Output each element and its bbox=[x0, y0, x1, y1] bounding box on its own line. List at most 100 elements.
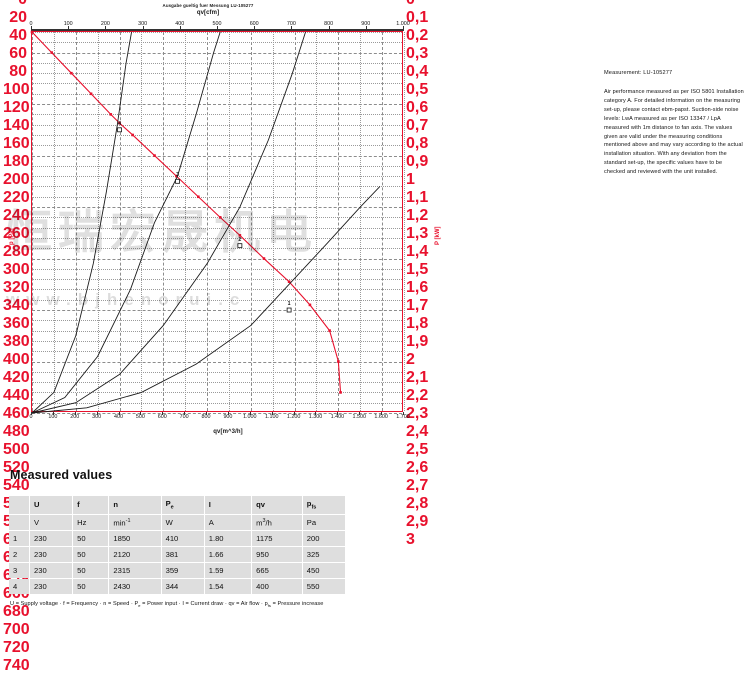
table-cell-f: 50 bbox=[73, 563, 109, 579]
grid-line-horizontal bbox=[32, 124, 402, 126]
grid-line-vertical bbox=[97, 32, 99, 411]
table-cell-f: 50 bbox=[73, 547, 109, 563]
grid-line-vertical bbox=[228, 32, 230, 411]
table-cell-U: 230 bbox=[30, 579, 73, 595]
y-axis-left-tick-label: 320 bbox=[3, 279, 30, 296]
chart-data-marker bbox=[50, 51, 53, 54]
table-cell-I: 1.59 bbox=[204, 563, 252, 579]
table-header-cell: I bbox=[204, 496, 252, 514]
y-axis-right-tick-label: 1,4 bbox=[406, 243, 429, 260]
y-axis-left-tick-label: 160 bbox=[3, 135, 30, 152]
operating-point-label: 4 bbox=[118, 120, 121, 127]
chart-data-marker bbox=[337, 360, 340, 363]
x-axis-top-tick-label: 900 bbox=[361, 21, 371, 27]
chart-series-line bbox=[31, 31, 342, 393]
x-axis-top-tick-label: 300 bbox=[138, 21, 148, 27]
grid-line-horizontal bbox=[32, 155, 402, 157]
x-axis-tickmark bbox=[249, 412, 251, 415]
table-cell-U: 230 bbox=[30, 563, 73, 579]
y-axis-left-tick-label: 60 bbox=[9, 45, 27, 62]
table-cell-n: 1850 bbox=[109, 531, 161, 547]
operating-point-marker bbox=[117, 127, 122, 133]
table-header-cell: U bbox=[30, 496, 73, 514]
operating-point-marker bbox=[175, 178, 180, 184]
table-unit-cell: W bbox=[161, 514, 204, 531]
y-axis-left-tick-label: 120 bbox=[3, 99, 30, 116]
table-cell-pfs: 450 bbox=[302, 563, 345, 579]
table-unit-cell: Pa bbox=[302, 514, 345, 531]
y-axis-left-tick-label: 340 bbox=[3, 297, 30, 314]
x-axis-top-tickmark bbox=[217, 26, 218, 30]
grid-line-vertical bbox=[119, 32, 121, 411]
x-axis-bottom-tick-label: 0 bbox=[29, 414, 33, 420]
x-axis-top-tick-label: 400 bbox=[175, 21, 185, 27]
table-cell-U: 230 bbox=[30, 531, 73, 547]
chart-data-marker bbox=[218, 216, 222, 219]
chart-series-line bbox=[31, 31, 306, 414]
chart-series-line bbox=[31, 31, 221, 414]
table-unit-cell: Hz bbox=[73, 514, 109, 531]
chart-data-marker bbox=[118, 121, 121, 125]
y-axis-left-tick-label: 260 bbox=[3, 225, 30, 242]
y-axis-right-tick-label: 2 bbox=[406, 351, 415, 368]
table-cell-I: 1.66 bbox=[204, 547, 252, 563]
x-axis-top-tick-label: 0 bbox=[29, 21, 33, 27]
grid-line-horizontal bbox=[32, 371, 402, 373]
table-cell-pfs: 550 bbox=[302, 579, 345, 595]
operating-point-marker bbox=[286, 307, 292, 313]
grid-line-vertical bbox=[163, 32, 165, 411]
x-axis-tickmark bbox=[184, 412, 186, 415]
grid-line-horizontal bbox=[32, 114, 402, 116]
x-axis-tickmark bbox=[52, 412, 54, 415]
grid-line-vertical bbox=[141, 32, 143, 411]
table-cell-Pe: 359 bbox=[161, 563, 204, 579]
table-header-cell: f bbox=[73, 496, 109, 514]
y-axis-right-tick-label: 0,4 bbox=[406, 63, 429, 80]
x-axis-top-tickmark bbox=[31, 26, 32, 30]
grid-line-horizontal bbox=[32, 392, 402, 394]
y-axis-left-tick-label: 280 bbox=[3, 243, 30, 260]
grid-line-vertical bbox=[294, 32, 296, 411]
table-header-cell bbox=[9, 496, 29, 514]
measurement-note-panel: Measurement: LU-105277 Air performance m… bbox=[604, 70, 744, 177]
y-axis-right-tick-label: 0 bbox=[406, 0, 430, 9]
x-axis-bottom-tick-label: 1.300 bbox=[308, 414, 323, 420]
x-axis-bottom-tick-label: 1.400 bbox=[330, 414, 345, 420]
y-axis-right-tick-label: 2,7 bbox=[406, 477, 429, 494]
x-axis-top-tickmark bbox=[179, 26, 181, 30]
table-row: 4 230 50 2430 344 1.54 400 550 bbox=[9, 579, 345, 595]
table-unit-cell: min-1 bbox=[109, 514, 161, 531]
table-row: 2 230 50 2120 381 1.66 950 325 bbox=[9, 547, 345, 563]
y-axis-left-tick-label: 500 bbox=[3, 441, 30, 458]
chart-data-marker bbox=[238, 234, 242, 237]
operating-point-label: 2 bbox=[238, 236, 242, 243]
y-axis-right-tick-label: 0,9 bbox=[406, 153, 429, 170]
x-axis-tickmark bbox=[337, 412, 339, 415]
y-axis-right-tick-label: 2,2 bbox=[406, 387, 429, 404]
table-cell-U: 230 bbox=[30, 547, 73, 563]
y-axis-right-tick-label: 1,6 bbox=[406, 279, 429, 296]
table-cell-idx: 1 bbox=[9, 531, 29, 547]
table-cell-n: 2315 bbox=[109, 563, 161, 579]
fan-performance-chart: Ausgabe gueltig fuer Messung LU-105277 q… bbox=[0, 0, 460, 674]
grid-line-vertical bbox=[75, 32, 77, 411]
y-axis-right-tick-label: 3 bbox=[406, 531, 415, 548]
grid-line-horizontal bbox=[32, 320, 402, 322]
grid-line-horizontal bbox=[32, 217, 402, 219]
x-axis-top-tickmark bbox=[365, 26, 367, 30]
x-axis-top-tick-label: 1.000 bbox=[396, 21, 410, 27]
table-unit-cell: m3/h bbox=[252, 514, 302, 531]
chart-data-marker bbox=[30, 30, 34, 34]
y-axis-right-tick-label: 1,3 bbox=[406, 225, 429, 242]
chart-data-marker bbox=[339, 391, 342, 394]
chart-series-line bbox=[31, 186, 381, 414]
chart-data-marker bbox=[262, 257, 266, 260]
chart-top-axis-label: qv[cfm] bbox=[196, 10, 220, 16]
x-axis-top-tick-label: 700 bbox=[286, 21, 296, 27]
y-axis-left-tick-label: 20 bbox=[9, 9, 27, 26]
x-axis-top-tickmark bbox=[328, 26, 330, 30]
table-unit-cell: V bbox=[30, 514, 73, 531]
grid-line-horizontal bbox=[32, 93, 402, 95]
table-cell-pfs: 200 bbox=[302, 531, 345, 547]
